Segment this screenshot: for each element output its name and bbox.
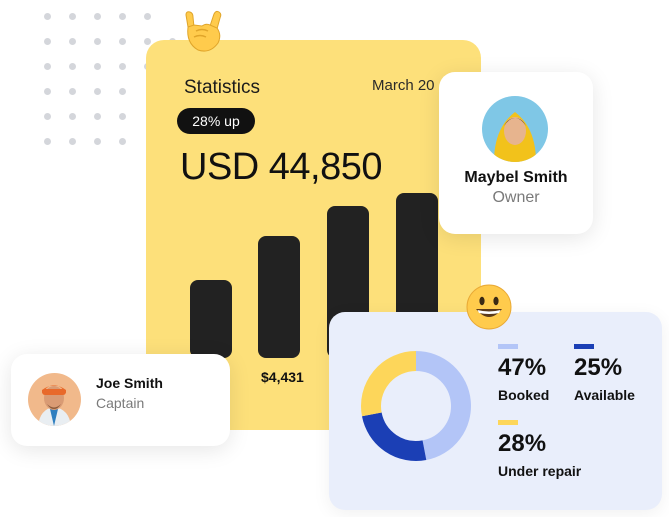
dot	[44, 63, 51, 70]
bar-value-label: $4,431	[261, 369, 304, 385]
legend-label: Booked	[498, 387, 550, 403]
dot	[144, 13, 151, 20]
bar-2	[258, 236, 300, 358]
profile-role: Captain	[96, 395, 145, 411]
legend-percent: 47%	[498, 354, 547, 381]
dot	[119, 113, 126, 120]
dot	[44, 88, 51, 95]
legend-label: Under repair	[498, 463, 582, 479]
donut-slice-available	[361, 412, 427, 461]
dot	[69, 38, 76, 45]
dot	[119, 63, 126, 70]
profile-card-joe[interactable]: Joe Smith Captain	[11, 354, 230, 446]
dot	[94, 13, 101, 20]
statistics-date: March 20	[372, 77, 435, 94]
dot	[119, 88, 126, 95]
dot	[94, 138, 101, 145]
total-amount: USD 44,850	[180, 146, 383, 188]
dot	[44, 113, 51, 120]
avatar	[482, 96, 548, 162]
dot	[44, 38, 51, 45]
dot	[94, 38, 101, 45]
profile-card-maybel[interactable]: Maybel Smith Owner	[439, 72, 593, 234]
dot	[69, 88, 76, 95]
dot	[119, 138, 126, 145]
donut-slice-under-repair	[361, 351, 417, 417]
dot	[119, 13, 126, 20]
profile-role: Owner	[492, 189, 540, 206]
bar-1	[190, 280, 232, 358]
dot	[69, 113, 76, 120]
statistics-title: Statistics	[184, 77, 261, 98]
dot	[69, 63, 76, 70]
donut-chart	[361, 351, 471, 461]
dot	[44, 13, 51, 20]
dot	[94, 88, 101, 95]
dot	[94, 63, 101, 70]
dot	[144, 38, 151, 45]
dot	[94, 113, 101, 120]
dot	[69, 138, 76, 145]
booking-status-card: 47% Booked 25% Available 28% Under repai…	[329, 312, 662, 510]
profile-name: Joe Smith	[96, 375, 163, 391]
legend-label: Available	[574, 387, 635, 403]
dot	[44, 138, 51, 145]
change-badge: 28% up	[177, 108, 255, 134]
profile-name: Maybel Smith	[464, 169, 568, 186]
legend-swatch	[498, 420, 518, 425]
dot	[69, 13, 76, 20]
legend-percent: 25%	[574, 354, 623, 381]
legend-swatch	[498, 344, 518, 349]
legend-swatch	[574, 344, 594, 349]
rock-on-hand-icon	[185, 10, 222, 52]
grinning-face-icon	[466, 284, 512, 330]
donut-slice-booked	[415, 351, 471, 461]
avatar	[28, 373, 81, 426]
legend-percent: 28%	[498, 430, 547, 457]
dot	[119, 38, 126, 45]
